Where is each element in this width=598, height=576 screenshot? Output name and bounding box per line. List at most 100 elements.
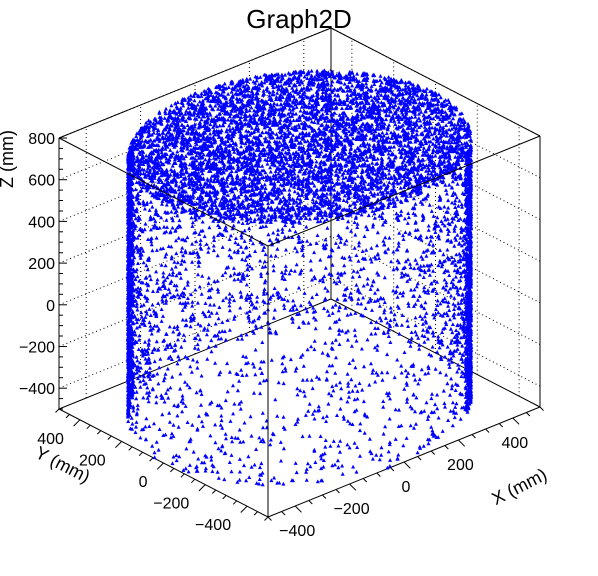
data-point-marker	[142, 318, 147, 322]
data-point-marker	[426, 192, 430, 197]
data-point-marker	[434, 223, 439, 228]
data-point-marker	[194, 153, 199, 158]
data-point-marker	[171, 270, 175, 275]
data-point-marker	[188, 439, 193, 443]
data-point-marker	[354, 408, 359, 412]
data-point-marker	[208, 302, 213, 307]
data-point-marker	[321, 415, 326, 420]
data-point-marker	[340, 255, 345, 260]
data-point-marker	[336, 244, 341, 249]
data-point-marker	[177, 454, 182, 459]
data-point-marker	[403, 230, 408, 234]
data-point-marker	[137, 289, 142, 294]
data-point-marker	[152, 455, 157, 460]
data-point-marker	[456, 203, 461, 208]
data-point-marker	[182, 259, 187, 264]
data-point-marker	[456, 218, 461, 222]
data-point-marker	[422, 285, 427, 290]
data-point-marker	[426, 263, 431, 268]
data-point-marker	[299, 248, 304, 253]
data-point-marker	[307, 401, 312, 406]
data-point-marker	[152, 450, 157, 455]
data-point-marker	[169, 295, 174, 300]
data-point-marker	[352, 220, 357, 224]
data-point-marker	[458, 322, 463, 327]
data-point-marker	[385, 465, 390, 470]
data-point-marker	[257, 435, 262, 440]
data-point-marker	[418, 446, 423, 450]
data-point-marker	[305, 377, 310, 382]
data-point-marker	[276, 171, 281, 176]
data-point-marker	[161, 274, 166, 279]
data-point-marker	[405, 396, 410, 401]
data-point-marker	[446, 357, 451, 362]
data-point-marker	[151, 308, 156, 313]
data-point-marker	[445, 255, 450, 260]
data-point-marker	[185, 123, 190, 127]
data-point-marker	[379, 370, 384, 375]
data-point-marker	[175, 100, 180, 104]
data-point-marker	[147, 390, 152, 394]
data-point-marker	[137, 233, 142, 237]
data-point-marker	[328, 444, 333, 448]
data-point-marker	[382, 331, 387, 335]
data-point-marker	[385, 370, 390, 375]
data-point-marker	[291, 224, 296, 228]
data-point-marker	[239, 244, 243, 249]
data-point-marker	[203, 468, 208, 473]
data-point-marker	[455, 174, 460, 179]
data-point-marker	[402, 387, 407, 391]
data-point-marker	[302, 291, 307, 295]
data-point-marker	[287, 187, 292, 192]
data-point-marker	[183, 248, 188, 253]
data-point-marker	[142, 206, 147, 211]
data-point-marker	[315, 479, 320, 484]
data-point-marker	[334, 382, 339, 387]
data-point-marker	[290, 320, 295, 324]
data-point-marker	[373, 331, 378, 336]
data-point-marker	[179, 292, 183, 297]
data-point-marker	[453, 388, 458, 392]
data-point-marker	[197, 99, 202, 104]
data-point-marker	[230, 439, 235, 444]
data-point-marker	[450, 330, 455, 335]
data-point-marker	[267, 326, 272, 331]
data-point-marker	[204, 412, 209, 417]
data-point-marker	[205, 328, 210, 332]
data-point-marker	[246, 296, 251, 300]
data-point-marker	[318, 218, 323, 223]
data-point-marker	[296, 174, 300, 178]
data-point-marker	[435, 392, 440, 397]
data-point-marker	[458, 340, 462, 345]
data-point-marker	[424, 400, 429, 405]
data-point-marker	[345, 337, 350, 342]
data-point-marker	[144, 416, 149, 421]
data-point-marker	[333, 462, 337, 467]
data-point-marker	[181, 333, 186, 337]
data-point-marker	[321, 458, 326, 462]
data-point-marker	[167, 410, 172, 415]
data-point-marker	[348, 257, 353, 262]
data-point-marker	[378, 315, 382, 320]
data-point-marker	[169, 254, 174, 259]
data-point-marker	[271, 263, 276, 268]
data-point-marker	[350, 274, 355, 279]
data-point-marker	[458, 172, 463, 177]
data-point-marker	[131, 408, 136, 413]
data-point-marker	[224, 295, 229, 300]
data-point-marker	[387, 416, 392, 421]
data-point-marker	[459, 300, 464, 305]
data-point-marker	[154, 400, 159, 405]
data-point-marker	[133, 187, 138, 192]
data-point-marker	[233, 435, 238, 440]
data-point-marker	[452, 122, 457, 127]
data-point-marker	[440, 342, 445, 347]
data-point-marker	[355, 221, 360, 226]
data-point-marker	[443, 404, 447, 409]
data-point-marker	[141, 395, 146, 400]
data-point-marker	[312, 447, 317, 452]
data-point-marker	[219, 405, 224, 410]
data-point-marker	[185, 382, 190, 387]
data-point-marker	[444, 372, 449, 377]
data-point-marker	[395, 357, 400, 362]
